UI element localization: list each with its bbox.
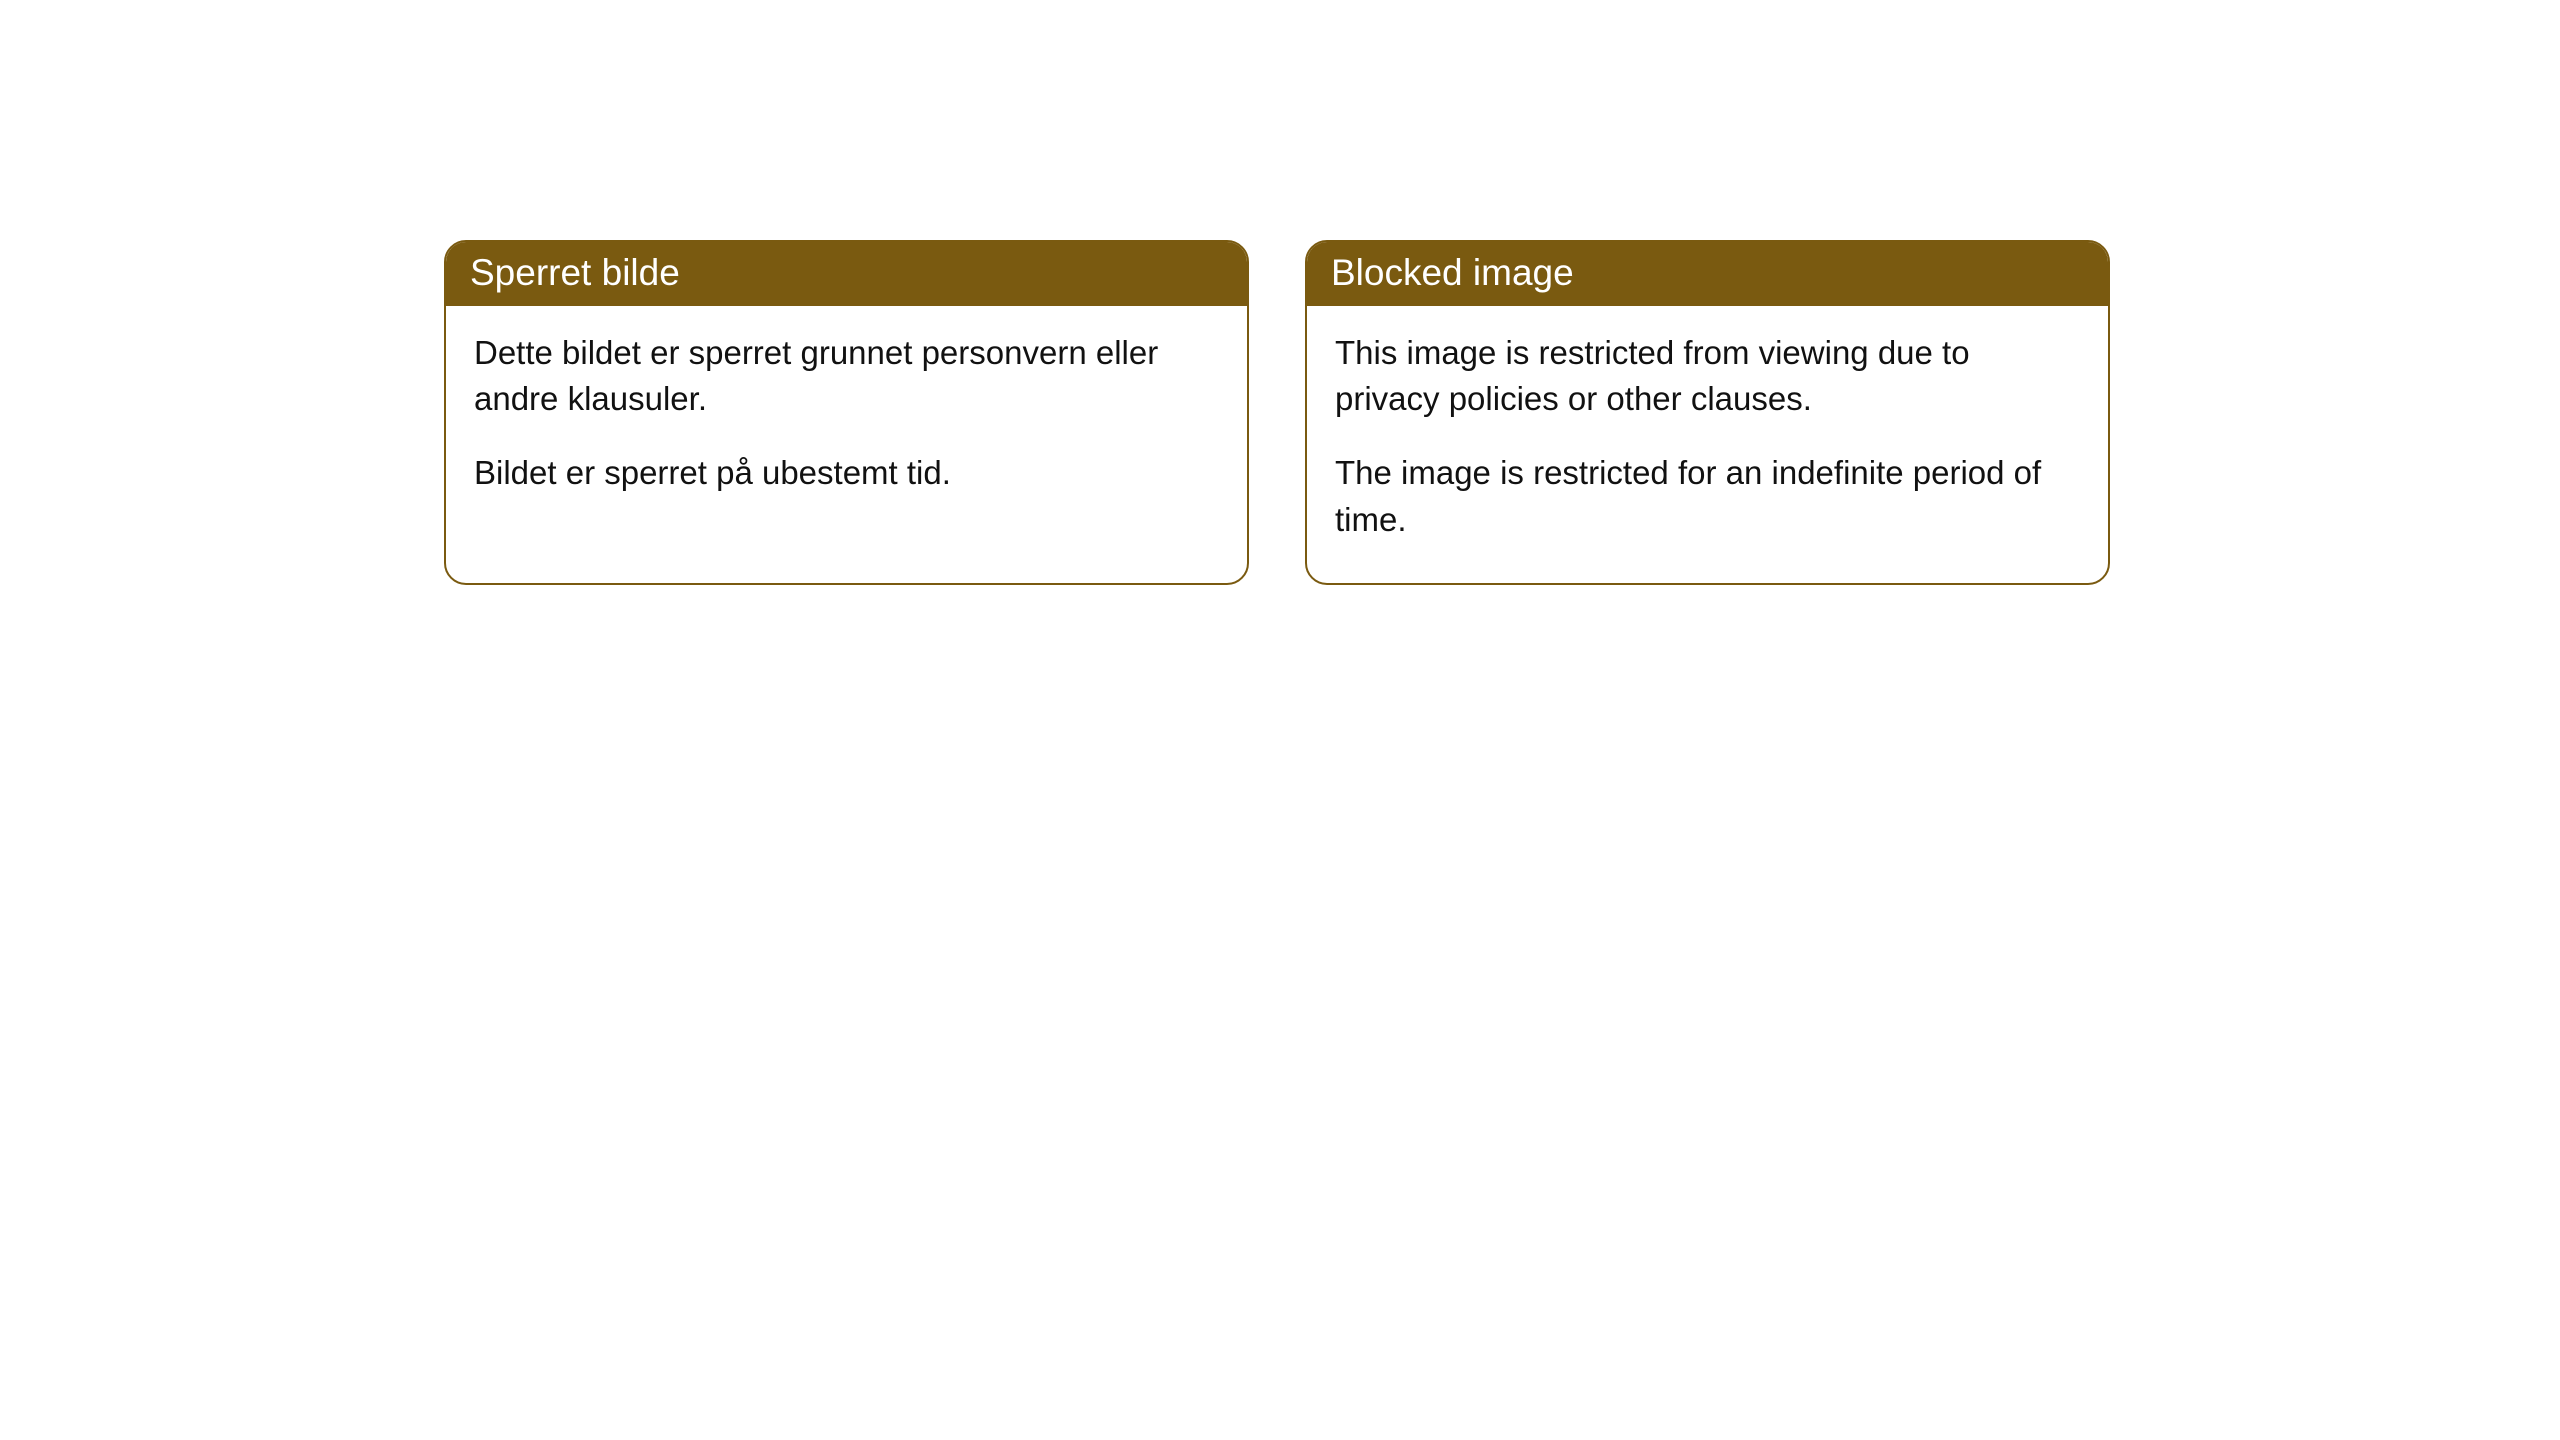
card-title: Blocked image: [1331, 252, 1574, 293]
notice-card-english: Blocked image This image is restricted f…: [1305, 240, 2110, 585]
notice-cards-container: Sperret bilde Dette bildet er sperret gr…: [0, 0, 2560, 585]
card-header: Sperret bilde: [446, 242, 1247, 306]
card-header: Blocked image: [1307, 242, 2108, 306]
card-paragraph: This image is restricted from viewing du…: [1335, 330, 2080, 422]
card-paragraph: The image is restricted for an indefinit…: [1335, 450, 2080, 542]
card-body: Dette bildet er sperret grunnet personve…: [446, 306, 1247, 537]
notice-card-norwegian: Sperret bilde Dette bildet er sperret gr…: [444, 240, 1249, 585]
card-title: Sperret bilde: [470, 252, 680, 293]
card-paragraph: Bildet er sperret på ubestemt tid.: [474, 450, 1219, 496]
card-paragraph: Dette bildet er sperret grunnet personve…: [474, 330, 1219, 422]
card-body: This image is restricted from viewing du…: [1307, 306, 2108, 583]
